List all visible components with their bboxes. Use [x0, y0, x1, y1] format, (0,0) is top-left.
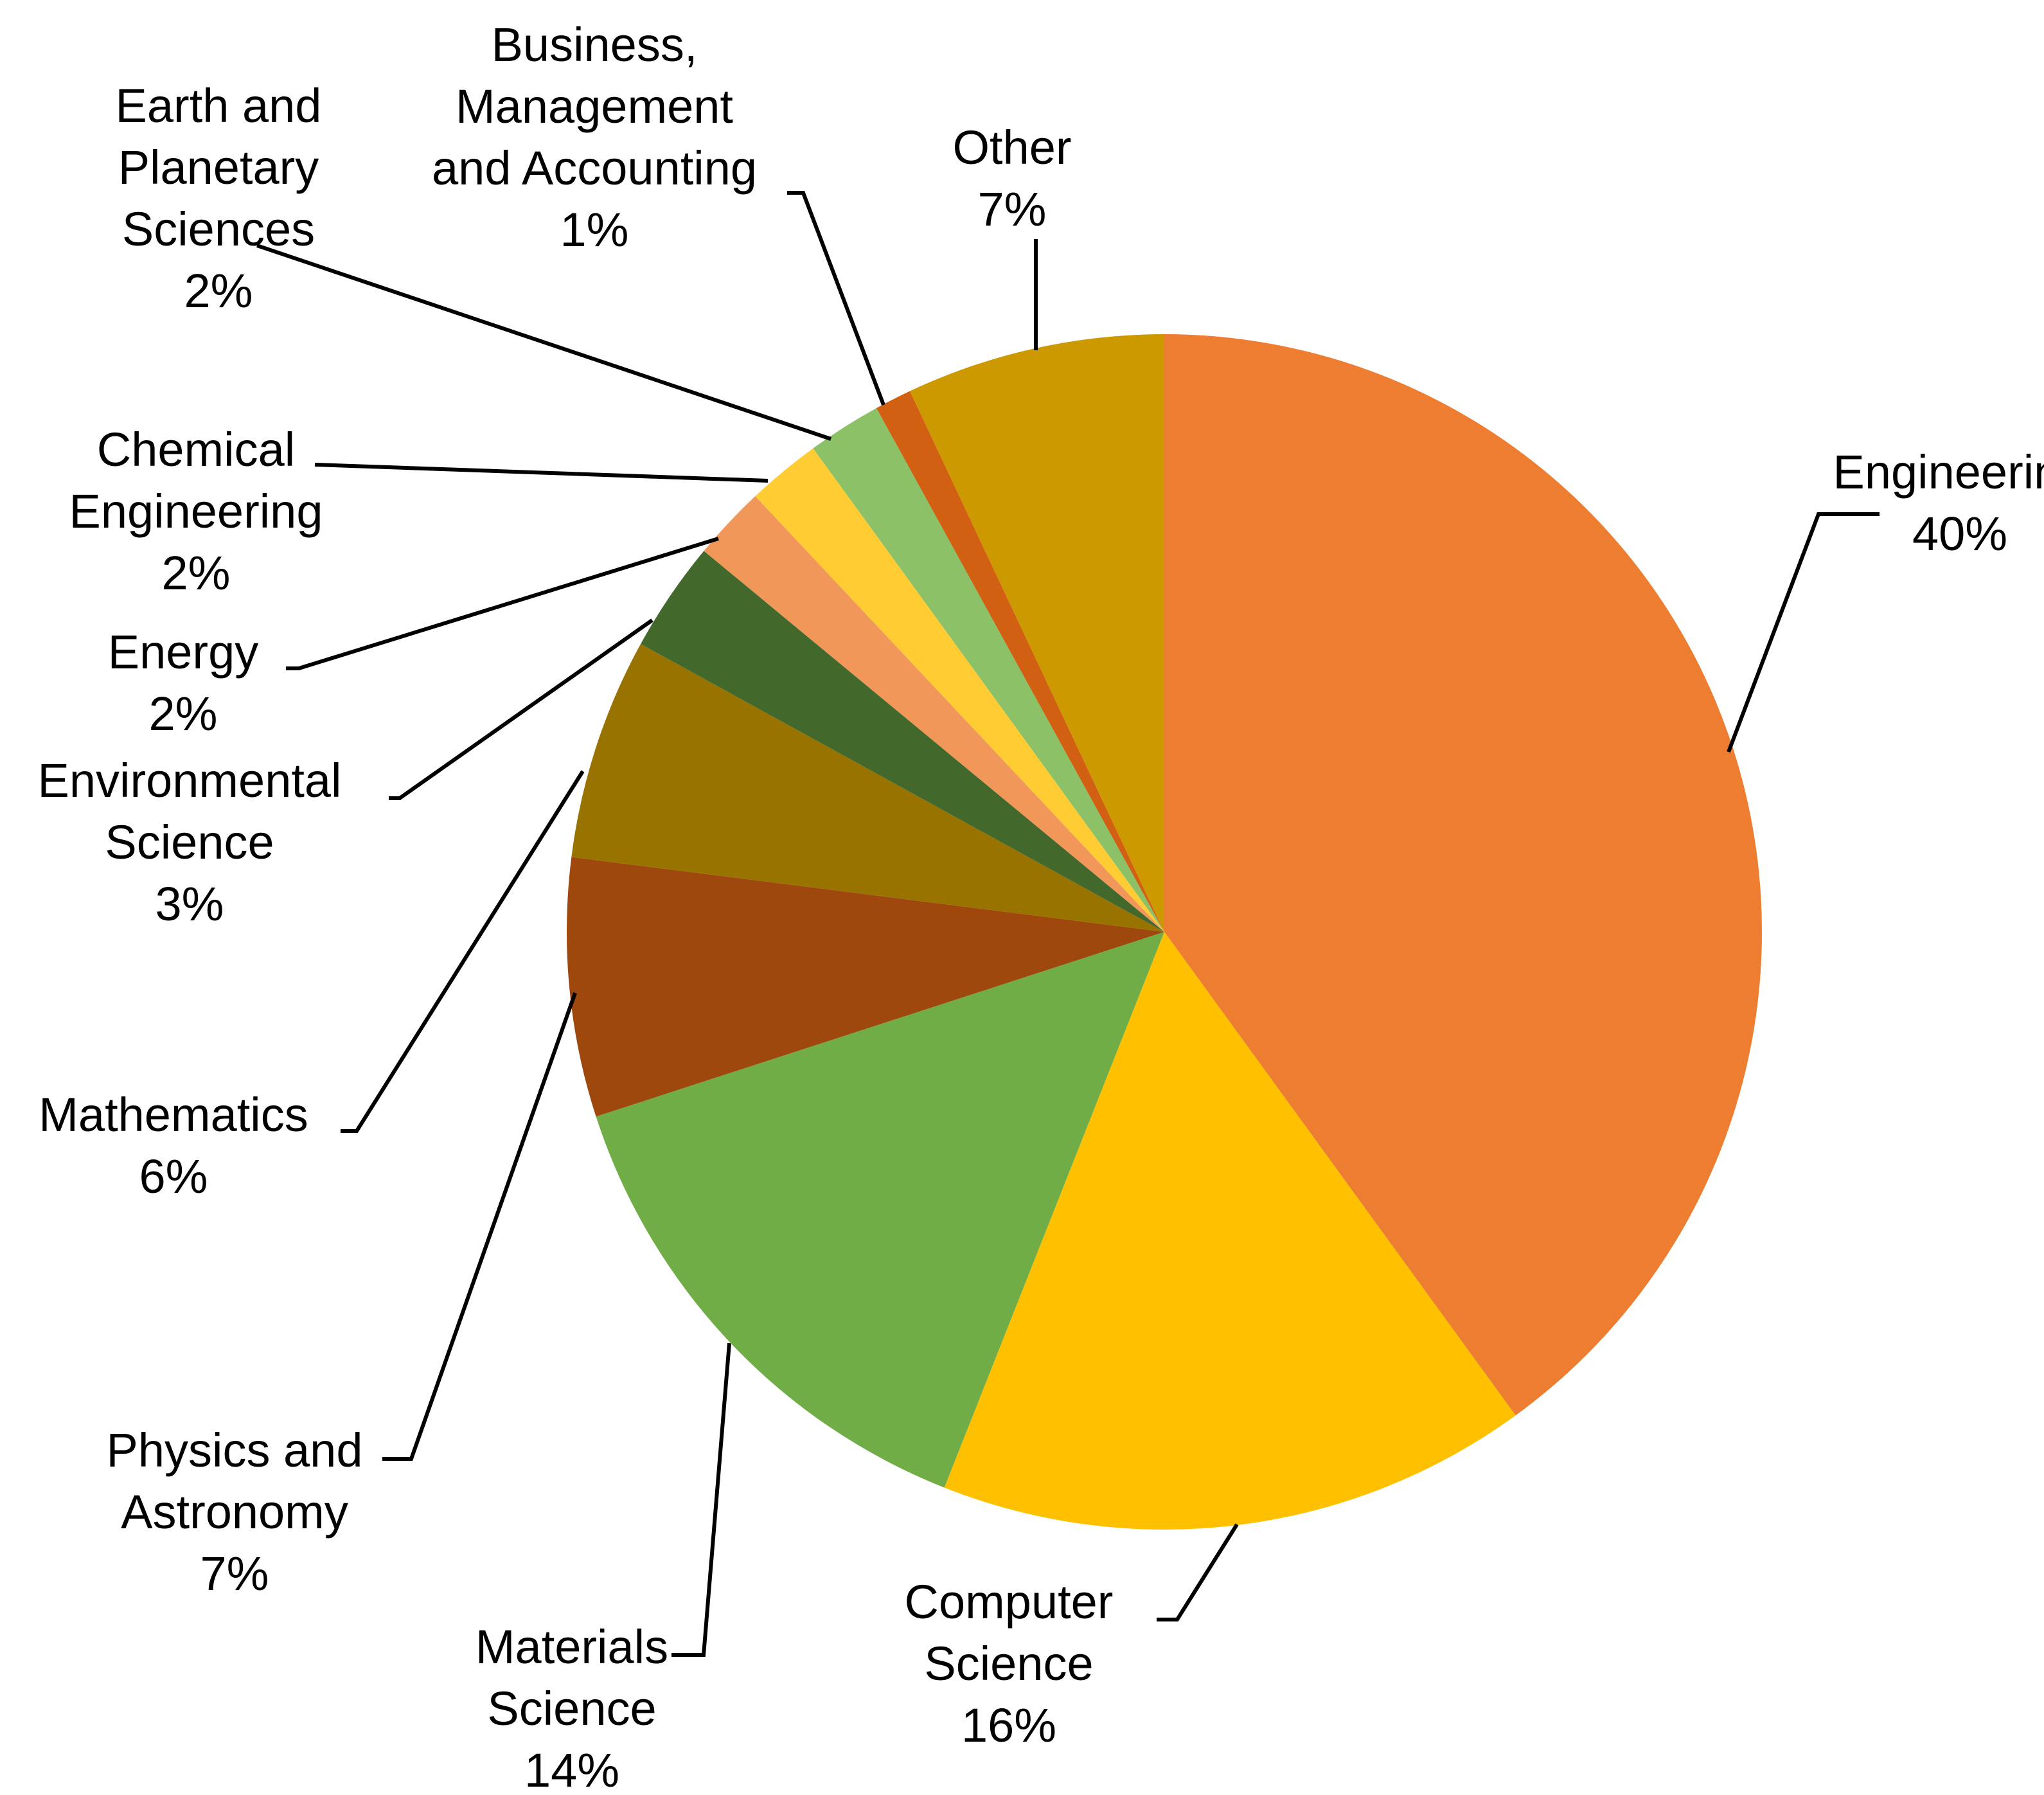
pie-slice-materials-science	[596, 932, 1164, 1488]
data-label-percent: 16%	[961, 1699, 1056, 1752]
data-label-name-line: Sciences	[122, 202, 315, 256]
pie-slice-computer-science	[944, 932, 1516, 1530]
data-label-computer-science: Computer Science 16%	[905, 1575, 1114, 1752]
leader-line-business-management-and-accounting	[787, 191, 885, 406]
pie-slice-environmental-science	[641, 551, 1164, 932]
data-label-physics-and-astronomy: Physics and Astronomy 7%	[107, 1424, 363, 1600]
slices-layer	[566, 334, 1763, 1530]
data-label-name-line: Computer	[905, 1575, 1114, 1629]
data-label-name-line: Engineering	[69, 485, 323, 538]
leader-line-computer-science	[1157, 1523, 1239, 1621]
data-label-energy: Energy 2%	[108, 625, 258, 740]
data-label-environmental-science: Environmental Science 3%	[37, 754, 341, 931]
pie-slice-earth-and-planetary-sciences	[813, 408, 1164, 932]
data-label-percent: 2%	[162, 546, 231, 600]
data-label-name-line: Management	[456, 80, 733, 133]
data-label-earth-and-planetary-sciences: Earth and Planetary Sciences 2%	[116, 79, 322, 317]
pie-slice-engineering	[1164, 334, 1763, 1416]
leader-lines-layer	[256, 191, 1880, 1657]
data-label-name-line: Planetary	[118, 141, 319, 194]
data-label-other: Other 7%	[952, 121, 1071, 236]
pie-slice-other	[910, 334, 1164, 932]
leader-line-engineering	[1727, 512, 1880, 753]
data-label-percent: 7%	[200, 1547, 269, 1600]
data-label-name-line: Chemical	[97, 423, 295, 476]
data-label-percent: 40%	[1912, 507, 2007, 560]
data-label-name-line: and Accounting	[432, 141, 757, 195]
data-label-name-line: Business,	[492, 18, 698, 71]
data-label-name-line: Mathematics	[39, 1088, 308, 1141]
pie-slice-business-management-and-accounting	[876, 391, 1164, 932]
data-label-name-line: Earth and	[116, 79, 322, 132]
leader-line-materials-science	[671, 1343, 731, 1657]
leader-line-mathematics	[341, 770, 585, 1133]
data-label-name-line: Energy	[108, 625, 258, 679]
data-label-name-line: Science	[924, 1637, 1093, 1690]
labels-layer: Engineering 40% Computer Science 16% Material…	[37, 18, 2044, 1795]
data-label-percent: 7%	[978, 183, 1047, 236]
data-label-name-line: Materials	[475, 1620, 668, 1674]
data-label-mathematics: Mathematics 6%	[39, 1088, 308, 1203]
data-label-name-line: Engineering	[1833, 445, 2044, 499]
data-label-name-line: Environmental	[37, 754, 341, 807]
leader-line-earth-and-planetary-sciences	[256, 244, 831, 441]
pie-slice-energy	[704, 496, 1164, 932]
data-label-business-management-and-accounting: Business, Management and Accounting 1%	[432, 18, 757, 256]
pie-slice-chemical-engineering	[755, 448, 1164, 932]
data-label-name-line: Physics and	[107, 1424, 363, 1477]
data-label-materials-science: Materials Science 14%	[475, 1620, 668, 1795]
leader-line-energy	[286, 537, 719, 670]
pie-slice-physics-and-astronomy	[566, 857, 1164, 1117]
data-label-percent: 1%	[560, 203, 629, 256]
data-label-percent: 2%	[184, 264, 253, 317]
data-label-name-line: Science	[105, 816, 274, 869]
data-label-chemical-engineering: Chemical Engineering 2%	[69, 423, 323, 600]
data-label-percent: 2%	[149, 687, 218, 740]
data-label-name-line: Astronomy	[121, 1485, 348, 1539]
leader-line-physics-and-astronomy	[382, 992, 577, 1461]
data-label-percent: 6%	[139, 1150, 208, 1203]
data-label-name-line: Science	[487, 1682, 656, 1735]
data-label-name-line: Other	[952, 121, 1071, 174]
leader-line-chemical-engineering	[314, 463, 769, 483]
data-label-engineering: Engineering 40%	[1833, 445, 2044, 560]
pie-slice-mathematics	[571, 643, 1164, 932]
leader-line-environmental-science	[389, 618, 653, 800]
data-label-percent: 14%	[524, 1744, 619, 1795]
data-label-percent: 3%	[156, 877, 224, 931]
